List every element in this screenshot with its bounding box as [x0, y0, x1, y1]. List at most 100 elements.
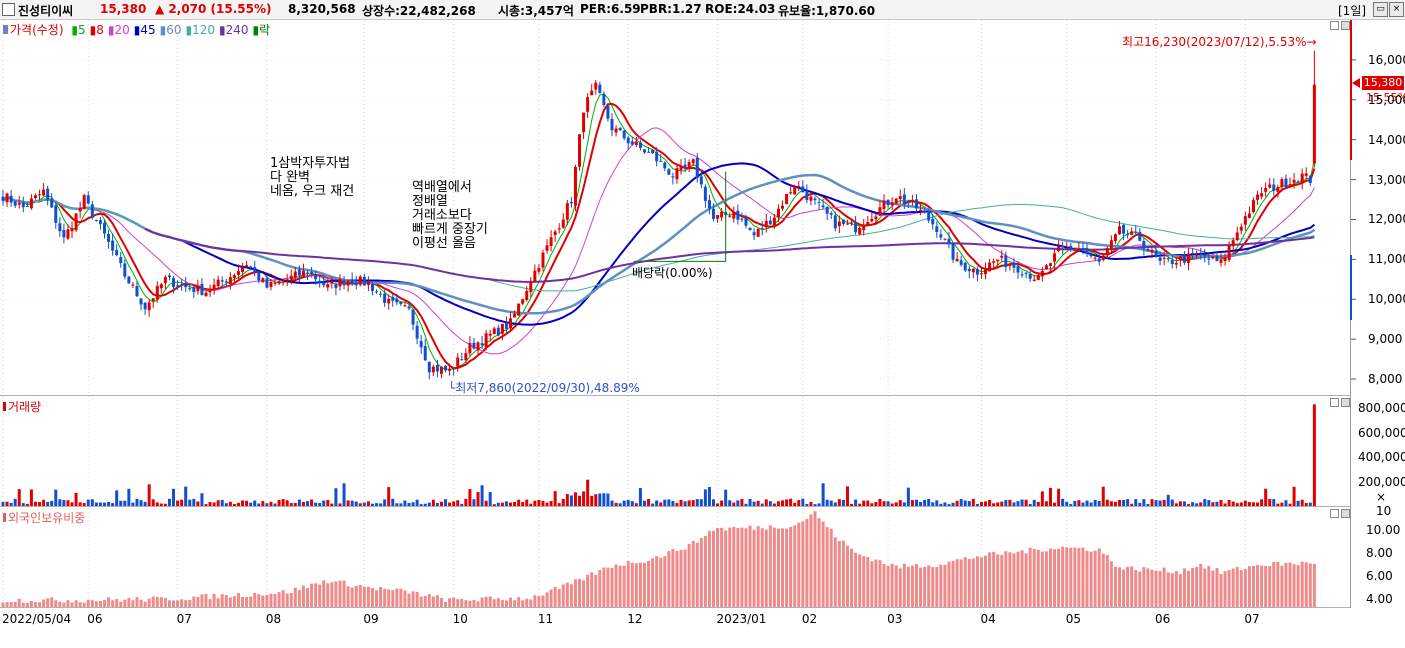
volume-bar: [224, 503, 228, 506]
volume-bar: [423, 503, 427, 506]
pane-min-icon[interactable]: [1330, 509, 1339, 518]
volume-bar: [285, 500, 289, 506]
foreign-bar: [1122, 569, 1126, 607]
volume-bar: [817, 503, 821, 506]
foreign-bar: [21, 602, 25, 607]
volume-bar: [1065, 501, 1069, 506]
candle-body: [910, 199, 914, 202]
pane-min-icon[interactable]: [1330, 21, 1339, 30]
candle-body: [500, 323, 504, 334]
candle-body: [525, 290, 529, 300]
candle-body: [9, 195, 13, 203]
pane-max-icon[interactable]: [1341, 398, 1350, 407]
candle-body: [435, 365, 439, 372]
volume-bar: [1138, 502, 1142, 506]
volume-tick-label: 200,000: [1358, 474, 1405, 489]
period-selector[interactable]: [1일]: [1338, 4, 1367, 18]
restore-icon[interactable]: ▭: [1373, 2, 1388, 17]
foreign-bar: [772, 527, 776, 607]
foreign-bar: [703, 535, 707, 607]
foreign-bar: [833, 537, 837, 607]
foreign-bar: [346, 586, 350, 607]
foreign-bar: [1276, 561, 1280, 607]
volume-bar: [833, 502, 837, 506]
select-checkbox[interactable]: [2, 3, 15, 16]
candle-body: [1126, 234, 1130, 236]
volume-bar: [1304, 502, 1308, 506]
candle-body: [618, 127, 622, 131]
candle-body: [46, 188, 50, 200]
foreign-bar: [236, 593, 240, 607]
candle-body: [176, 285, 180, 287]
volume-bar: [760, 503, 764, 506]
volume-bar: [634, 503, 638, 506]
candle-body: [557, 228, 561, 230]
foreign-tick-label: 10.00: [1366, 522, 1401, 537]
listed-shares: 상장수:22,482,268: [362, 4, 476, 18]
volume-bar: [1105, 499, 1109, 506]
candle-body: [180, 284, 184, 286]
volume-bar: [1292, 486, 1296, 506]
pane-max-icon[interactable]: [1341, 509, 1350, 518]
foreign-bar: [1069, 547, 1073, 607]
candle-body: [62, 230, 66, 238]
volume-bar: [265, 503, 269, 506]
foreign-bar: [1109, 561, 1113, 607]
volume-bar: [496, 502, 500, 506]
foreign-bar: [395, 588, 399, 607]
volume-bar: [1081, 502, 1085, 506]
volume-bar: [123, 500, 127, 506]
foreign-bar: [265, 594, 269, 607]
pane-max-icon[interactable]: [1341, 21, 1350, 30]
reserve-ratio: 유보율:1,870.60: [778, 4, 876, 18]
candle-body: [1008, 265, 1012, 267]
candle-body: [383, 293, 387, 304]
volume-bar: [561, 498, 565, 506]
candle-body: [813, 198, 817, 201]
volume-bar: [1247, 502, 1251, 506]
foreign-bar: [452, 597, 456, 607]
candle-body: [342, 280, 346, 286]
volume-bar: [594, 494, 598, 506]
foreign-bar: [1150, 569, 1154, 607]
foreign-bar: [513, 600, 517, 607]
volume-bar: [232, 504, 236, 506]
foreign-bar: [1020, 550, 1024, 607]
candle-body: [306, 272, 309, 274]
candle-body: [963, 262, 967, 271]
volume-tick-label: 600,000: [1358, 425, 1405, 440]
foreign-bar: [448, 598, 452, 607]
foreign-bar: [655, 556, 659, 607]
volume-bar: [504, 501, 508, 506]
candle-body: [439, 366, 443, 374]
candle-body: [293, 271, 297, 278]
candle-body: [127, 276, 131, 284]
candle-body: [496, 327, 500, 336]
foreign-bar: [663, 556, 667, 607]
candle-body: [923, 211, 927, 213]
volume-bar: [492, 504, 496, 506]
x-tick-label: 2023/01: [716, 612, 767, 626]
volume-bar: [642, 500, 646, 506]
volume-bar: [289, 503, 293, 506]
foreign-bar: [403, 590, 407, 607]
candle-body: [17, 202, 21, 205]
foreign-bar: [273, 593, 277, 607]
candle-body: [683, 164, 687, 168]
foreign-bar: [687, 543, 691, 607]
close-icon[interactable]: ×: [1389, 2, 1404, 17]
volume-bar: [789, 498, 793, 506]
volume-bar: [107, 501, 111, 506]
legend-ma-락: ▮락: [252, 23, 271, 37]
volume-bar: [1207, 500, 1211, 506]
volume-bar: [310, 499, 314, 506]
candle-body: [874, 216, 878, 220]
foreign-bar: [841, 540, 845, 607]
candle-body: [659, 160, 663, 162]
volume-bar: [411, 502, 415, 506]
pane-min-icon[interactable]: [1330, 398, 1339, 407]
volume-bar: [691, 500, 695, 506]
candle-body: [1150, 249, 1154, 253]
foreign-bar: [866, 557, 870, 607]
candle-body: [732, 212, 736, 219]
